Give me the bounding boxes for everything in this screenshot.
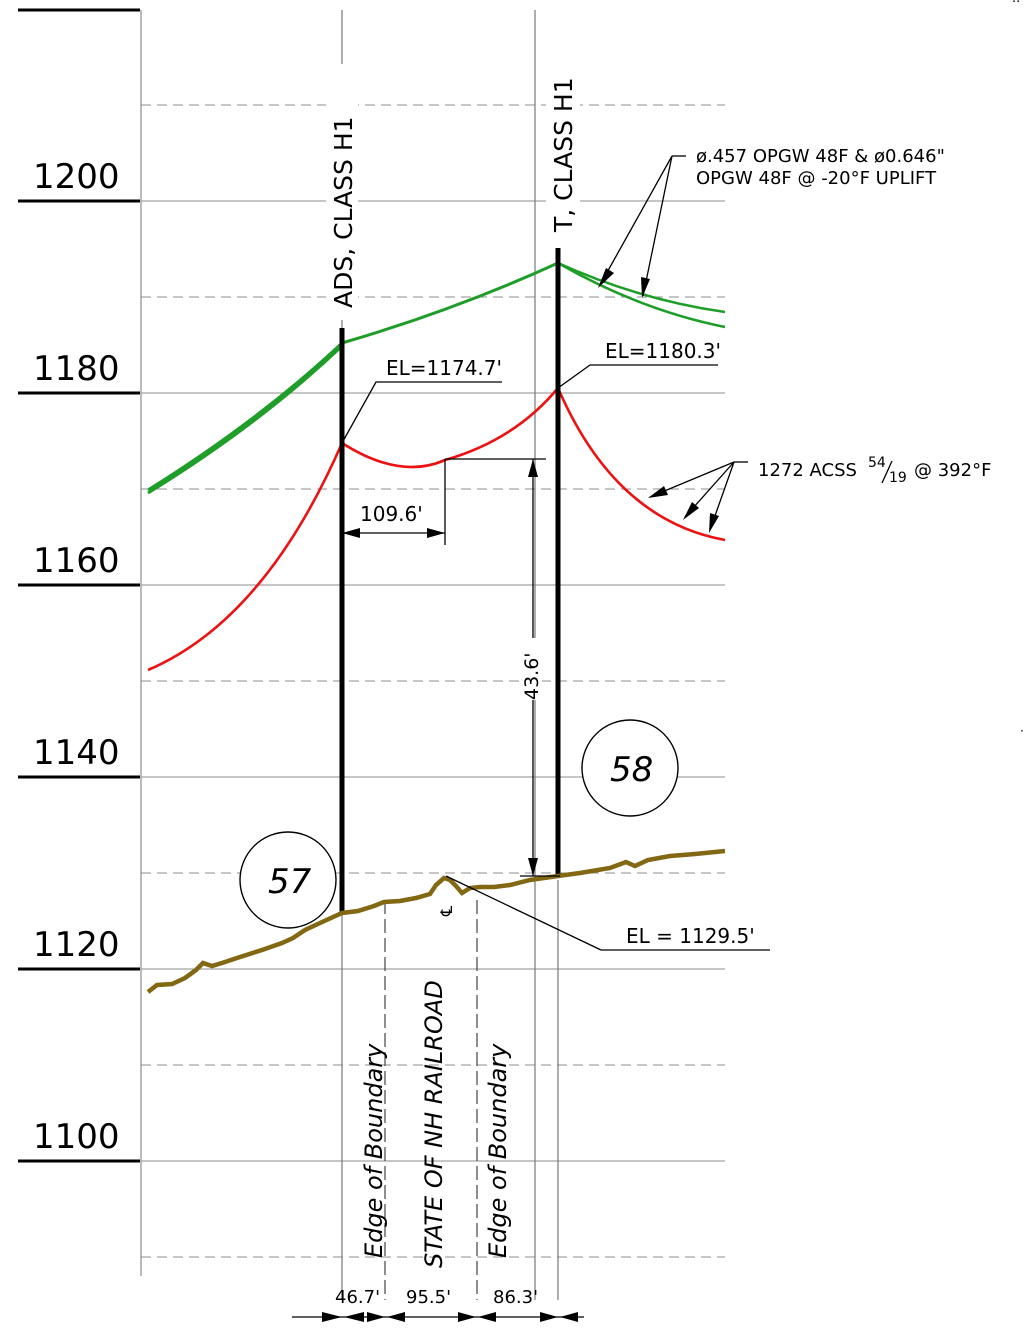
elev-label-1200: 1200 bbox=[33, 157, 120, 197]
conductor-middle-span bbox=[341, 387, 560, 469]
railroad-label: STATE OF NH RAILROAD bbox=[420, 980, 448, 1268]
el-left-leader bbox=[341, 381, 502, 444]
shield-wire-left-span-a bbox=[147, 341, 344, 492]
conductor-right-span bbox=[556, 387, 726, 542]
clearance-text: 43.6' bbox=[521, 652, 543, 700]
opgw-callout: ø.457 OPGW 48F & ø0.646" OPGW 48F @ -20°… bbox=[598, 146, 945, 298]
conductor-wires bbox=[147, 336, 726, 672]
elev-label-1160: 1160 bbox=[33, 541, 120, 581]
el-left-text: EL=1174.7' bbox=[386, 356, 502, 380]
ground-el-text: EL = 1129.5' bbox=[626, 924, 755, 948]
shield-wire-middle-span bbox=[341, 261, 559, 345]
dimension-86-3: 86.3' bbox=[493, 1287, 538, 1308]
structure-57-number: 57 bbox=[268, 862, 312, 902]
low-point-dist-text: 109.6' bbox=[360, 502, 423, 526]
dimension-46-7: 46.7' bbox=[335, 1287, 380, 1308]
bottom-dimensions: 46.7' 95.5' 86.3' bbox=[292, 1287, 584, 1322]
acss-temp: @ 392°F bbox=[914, 460, 991, 481]
structure-58-number: 58 bbox=[610, 750, 653, 790]
edge-boundary-right-label: Edge of Boundary bbox=[484, 1043, 512, 1258]
low-point-dimension: 109.6' bbox=[342, 459, 446, 545]
acss-fraction-bottom: 19 bbox=[889, 470, 907, 486]
cropped-edge-mark: · bbox=[1020, 724, 1024, 738]
edge-boundary-left-label: Edge of Boundary bbox=[360, 1043, 388, 1258]
elev-label-1140: 1140 bbox=[33, 733, 120, 773]
shield-wire-right-span-b bbox=[557, 261, 726, 329]
el-right-leader bbox=[557, 364, 718, 389]
elev-label-1120: 1120 bbox=[33, 925, 120, 965]
opgw-text-line1: ø.457 OPGW 48F & ø0.646" bbox=[696, 146, 945, 167]
acss-callout: 1272 ACSS 54 19 @ 392°F bbox=[648, 455, 991, 533]
ground-el-callout: EL = 1129.5' bbox=[445, 875, 770, 951]
ground-profile bbox=[146, 848, 726, 994]
shield-wire-right-span-a bbox=[557, 261, 726, 314]
grid-major bbox=[141, 200, 725, 1162]
structure-57-label-group: ADS, CLASS H1 bbox=[326, 64, 358, 320]
railroad-centerline-symbol: ℄ bbox=[437, 905, 456, 917]
acss-text: 1272 ACSS bbox=[758, 460, 857, 481]
cropped-edge-text: ·· bbox=[1012, 0, 1020, 10]
acss-fraction-top: 54 bbox=[868, 455, 886, 471]
elev-label-1100: 1100 bbox=[33, 1117, 120, 1157]
structure-57-circle bbox=[239, 831, 337, 929]
shield-wire-left-span-b bbox=[147, 344, 344, 495]
structure-58-circle bbox=[581, 719, 679, 817]
elev-label-1180: 1180 bbox=[33, 349, 120, 389]
el-right-text: EL=1180.3' bbox=[605, 339, 721, 363]
elevation-axis: 1200 1180 1160 1140 1120 1100 bbox=[18, 157, 140, 1163]
dimension-95-5: 95.5' bbox=[406, 1287, 451, 1308]
structure-58-label: T, CLASS H1 bbox=[549, 77, 578, 233]
conductor-left-span bbox=[147, 442, 344, 672]
opgw-text-line2: OPGW 48F @ -20°F UPLIFT bbox=[696, 168, 937, 189]
structure-57-label: ADS, CLASS H1 bbox=[329, 116, 358, 308]
structure-58-label-group: T, CLASS H1 bbox=[546, 36, 580, 246]
shield-wires bbox=[147, 261, 726, 495]
clearance-dimension: 43.6' bbox=[445, 458, 560, 877]
